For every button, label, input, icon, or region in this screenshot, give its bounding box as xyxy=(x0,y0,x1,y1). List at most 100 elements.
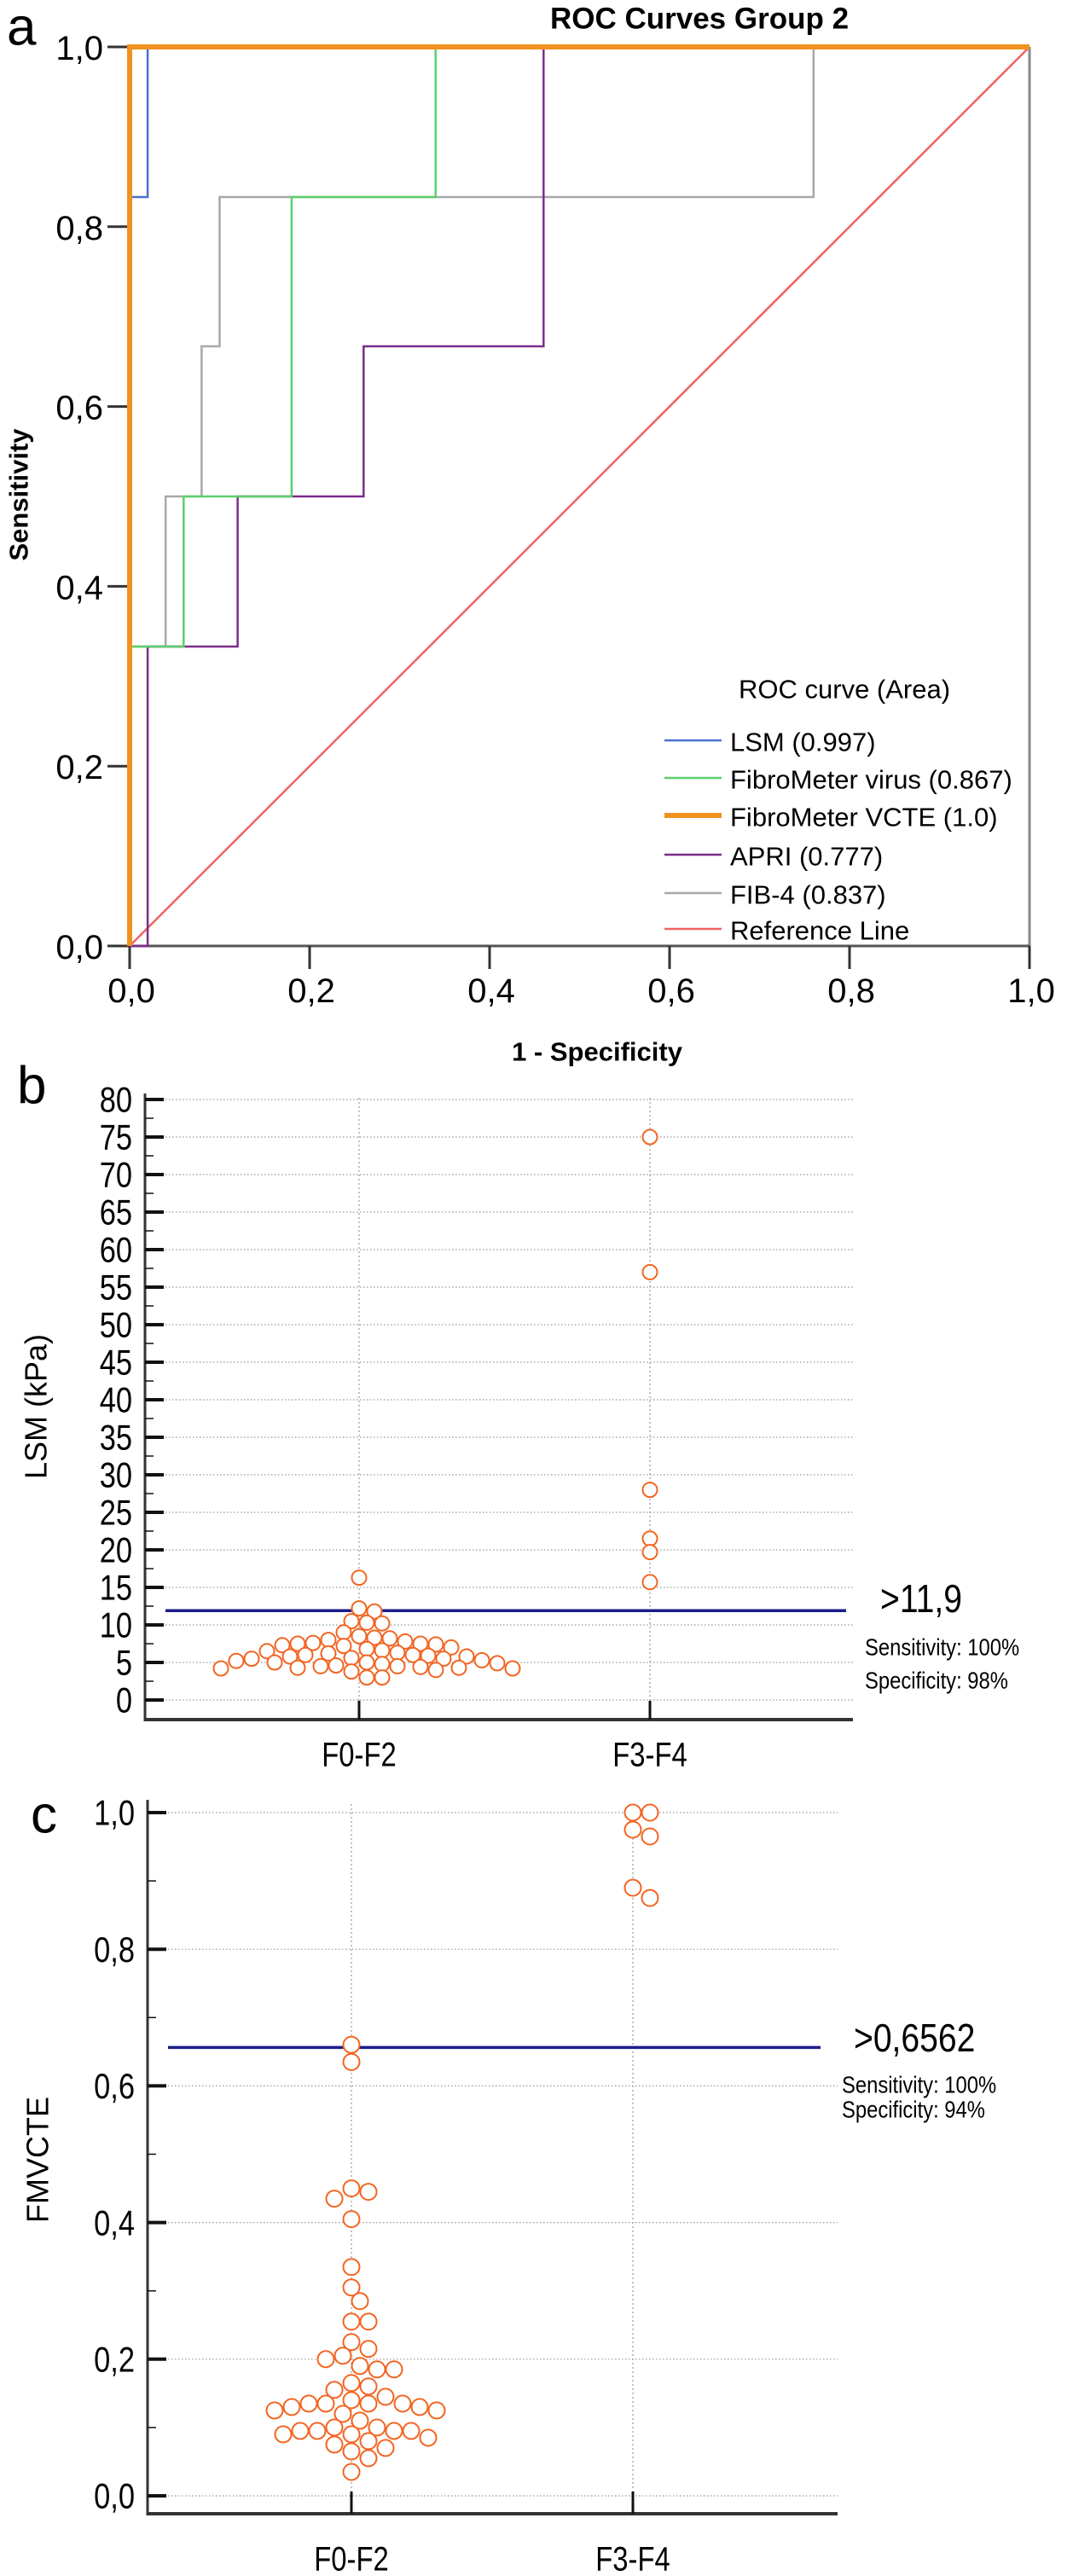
data-point xyxy=(282,2398,301,2416)
x-tick-label: F0-F2 xyxy=(322,1736,396,1774)
data-point xyxy=(385,2422,403,2440)
roc-curve-3 xyxy=(130,45,1030,948)
x-tick-label: 0,0 xyxy=(107,972,155,1010)
data-point xyxy=(342,2442,361,2461)
y-tick-label: 80 xyxy=(100,1080,132,1120)
legend-label: FibroMeter VCTE (1.0) xyxy=(730,803,998,833)
data-point xyxy=(351,2357,369,2376)
data-point xyxy=(342,2333,361,2352)
data-point xyxy=(228,1652,245,1669)
data-point xyxy=(325,2381,344,2399)
x-tick-label: F3-F4 xyxy=(612,1736,687,1774)
y-axis-label: FMVCTE xyxy=(20,2097,55,2223)
data-point xyxy=(359,2394,378,2413)
sensitivity-label: Sensitivity: 100% xyxy=(865,1633,1019,1661)
data-point xyxy=(427,2401,446,2420)
data-point xyxy=(320,1645,337,1662)
data-point xyxy=(641,1544,658,1561)
y-tick-label: 1,0 xyxy=(94,1793,135,1833)
x-tick-label: 1,0 xyxy=(1007,972,1055,1010)
data-point xyxy=(489,1655,506,1672)
y-tick-label: 0,4 xyxy=(94,2203,135,2243)
y-tick-label: 40 xyxy=(100,1380,132,1420)
data-point xyxy=(342,2052,361,2071)
data-point xyxy=(368,2360,386,2379)
data-point xyxy=(435,1651,452,1668)
data-point xyxy=(412,1658,429,1675)
y-tick-label: 50 xyxy=(100,1305,132,1345)
data-point xyxy=(342,2278,361,2297)
y-tick-label: 0,8 xyxy=(94,1930,135,1970)
x-tick-label: 0,8 xyxy=(827,972,875,1010)
roc-curve-2 xyxy=(127,44,1030,946)
y-axis-label: LSM (kPa) xyxy=(19,1334,54,1479)
y-tick-label: 15 xyxy=(100,1568,132,1608)
x-tick-label: F3-F4 xyxy=(595,2540,670,2576)
y-tick-label: 30 xyxy=(100,1455,132,1495)
y-tick-label: 0 xyxy=(116,1680,132,1720)
data-point xyxy=(624,1878,642,1897)
roc-curve-1 xyxy=(128,45,1030,946)
legend-title: ROC curve (Area) xyxy=(739,675,950,705)
legend-label: FIB-4 (0.837) xyxy=(730,880,886,910)
y-tick-label: 0,2 xyxy=(55,749,103,786)
data-point xyxy=(358,1669,375,1686)
y-tick-label: 0,0 xyxy=(94,2476,135,2516)
data-point xyxy=(289,1659,306,1676)
y-tick-label: 60 xyxy=(100,1230,132,1270)
data-point xyxy=(641,1482,658,1499)
legend-label: APRI (0.777) xyxy=(730,842,883,872)
data-point xyxy=(342,2374,361,2393)
y-tick-label: 0,0 xyxy=(55,929,103,966)
sensitivity-label: Sensitivity: 100% xyxy=(842,2071,996,2098)
roc-curve-5 xyxy=(129,46,1030,947)
data-point xyxy=(389,1645,406,1662)
x-tick-label: F0-F2 xyxy=(314,2540,388,2576)
data-point xyxy=(641,1827,659,1846)
data-point xyxy=(351,1569,368,1587)
data-point xyxy=(351,1600,368,1617)
legend-label: Reference Line xyxy=(730,916,909,946)
y-tick-label: 25 xyxy=(100,1493,132,1533)
data-point xyxy=(342,2425,361,2444)
y-tick-label: 70 xyxy=(100,1155,132,1195)
panel-label-a: a xyxy=(7,0,37,57)
data-point xyxy=(419,2428,438,2447)
data-point xyxy=(450,1659,467,1676)
data-point xyxy=(368,2418,386,2437)
legend-label: FibroMeter virus (0.867) xyxy=(730,765,1012,795)
data-point xyxy=(420,1647,437,1664)
data-point xyxy=(325,2435,344,2454)
data-point xyxy=(274,2425,293,2444)
data-point xyxy=(641,1803,659,1822)
x-tick-label: 0,2 xyxy=(287,972,335,1010)
y-tick-label: 0,6 xyxy=(55,390,103,427)
y-tick-label: 55 xyxy=(100,1268,132,1308)
data-point xyxy=(342,2210,361,2229)
x-axis-label: 1 - Specificity xyxy=(512,1037,683,1067)
data-point xyxy=(374,1642,391,1659)
data-point xyxy=(427,1636,444,1653)
y-tick-label: 0,6 xyxy=(94,2067,135,2107)
data-point xyxy=(359,2340,378,2358)
data-point xyxy=(393,2394,412,2413)
y-tick-label: 65 xyxy=(100,1192,132,1233)
data-point xyxy=(374,1615,391,1632)
specificity-label: Specificity: 98% xyxy=(865,1667,1008,1694)
data-point xyxy=(374,1656,391,1673)
y-tick-label: 0,8 xyxy=(55,210,103,247)
data-point xyxy=(366,1629,383,1646)
y-tick-label: 75 xyxy=(100,1117,132,1157)
data-point xyxy=(212,1660,229,1677)
data-point xyxy=(265,2401,284,2420)
x-tick-label: 0,4 xyxy=(467,972,515,1010)
data-point xyxy=(404,1646,421,1663)
y-axis-label: Sensitivity xyxy=(4,428,34,561)
data-point xyxy=(397,1633,414,1650)
data-point xyxy=(312,1657,329,1674)
data-point xyxy=(325,2418,344,2437)
data-point xyxy=(376,2439,395,2457)
data-point xyxy=(641,1128,658,1146)
y-tick-label: 1,0 xyxy=(55,30,103,67)
data-point xyxy=(334,2347,352,2365)
